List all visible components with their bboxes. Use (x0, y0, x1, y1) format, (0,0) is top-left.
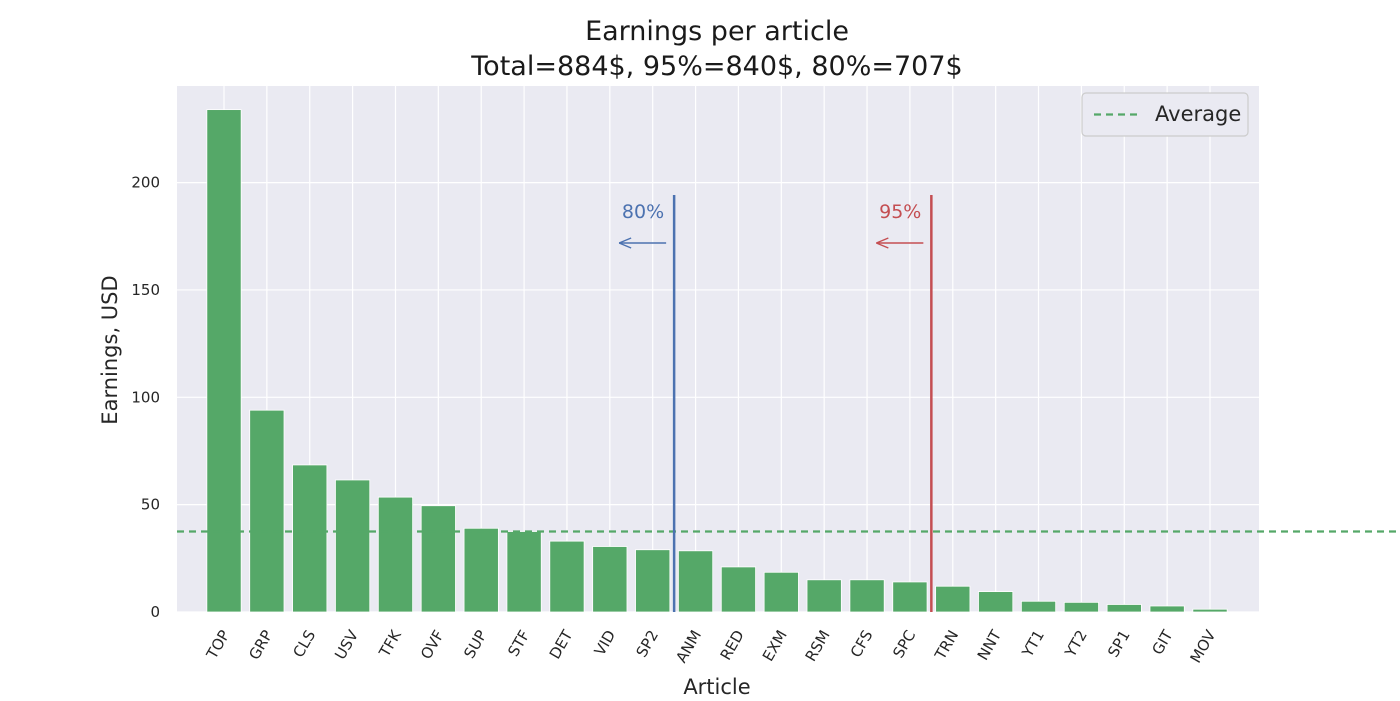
bar-cfs (849, 579, 885, 613)
x-tick-label: TFK (375, 626, 405, 661)
legend: Average (1081, 92, 1249, 137)
x-tick-labels: TOP GRP CLS USV TFK OVF SUP STF DET VID SP2 ANM RED E… (202, 626, 1219, 666)
bar-nnt (978, 591, 1014, 613)
bar-red (720, 566, 756, 613)
chart-subtitle: Total=884$, 95%=840$, 80%=707$ (470, 51, 962, 82)
x-tick-label: GRP (245, 627, 276, 663)
bar-spc (892, 581, 928, 613)
bars (206, 109, 1228, 613)
bar-sup (463, 527, 499, 613)
bar-cls (292, 464, 328, 613)
x-tick-label: EXM (759, 627, 791, 664)
bar-grp (249, 409, 285, 613)
grid-lines (177, 86, 1259, 613)
x-tick-label: YT2 (1061, 627, 1091, 661)
bar-vid (592, 546, 628, 613)
legend-average-label: Average (1155, 102, 1241, 126)
x-tick-label: VID (591, 627, 620, 659)
bar-yt2 (1063, 601, 1099, 613)
x-tick-label: RED (717, 627, 748, 663)
x-tick-label: SP2 (633, 627, 663, 660)
bar-usv (335, 479, 371, 613)
bar-sp2 (635, 549, 671, 613)
x-tick-label: MOV (1187, 626, 1220, 666)
bar-rsm (806, 579, 842, 613)
bar-stf (506, 531, 542, 613)
x-tick-label: CLS (289, 627, 319, 661)
x-tick-label: CFS (847, 627, 877, 661)
x-tick-label: NNT (974, 626, 1006, 663)
x-tick-label: USV (331, 626, 362, 662)
y-tick-label: 150 (131, 281, 160, 299)
bar-top (206, 109, 242, 613)
bar-det (549, 540, 585, 613)
marker-label-80pct: 80% (622, 201, 664, 223)
x-tick-label: DET (546, 626, 577, 662)
marker-arrowhead-80pct (618, 237, 632, 249)
x-tick-label: TOP (202, 627, 233, 663)
bar-mov (1192, 608, 1228, 613)
x-axis-label: Article (683, 675, 750, 699)
marker-label-95pct: 95% (879, 201, 921, 223)
y-tick-label: 200 (131, 174, 160, 192)
bar-yt1 (1020, 600, 1057, 613)
marker-arrowhead-95pct (876, 237, 889, 249)
x-tick-label: SUP (460, 627, 490, 662)
bar-ovf (420, 505, 456, 613)
x-tick-label: SPC (889, 627, 919, 661)
x-tick-label: STF (504, 627, 533, 660)
y-tick-label: 100 (131, 388, 160, 406)
percentile-markers: 80% 95% (618, 195, 933, 612)
bar-git (1149, 605, 1185, 613)
bar-anm (678, 550, 714, 613)
x-tick-label: SP1 (1104, 627, 1134, 660)
bar-exm (763, 571, 799, 613)
y-axis-label: Earnings, USD (98, 275, 122, 424)
legend-box (1081, 92, 1249, 137)
x-tick-label: RSM (802, 627, 834, 664)
y-tick-label: 0 (150, 603, 160, 621)
x-tick-label: TRN (931, 627, 962, 664)
bar-tfk (377, 496, 414, 613)
x-tick-label: GIT (1148, 626, 1177, 658)
chart-title: Earnings per article (585, 16, 849, 47)
x-tick-label: OVF (417, 627, 448, 662)
x-tick-label: YT1 (1018, 627, 1048, 661)
y-tick-label: 50 (141, 496, 160, 514)
bar-trn (935, 585, 971, 613)
bar-sp1 (1106, 604, 1142, 613)
x-tick-label: ANM (672, 627, 705, 666)
y-tick-labels: 0 50 100 150 200 (131, 174, 160, 621)
